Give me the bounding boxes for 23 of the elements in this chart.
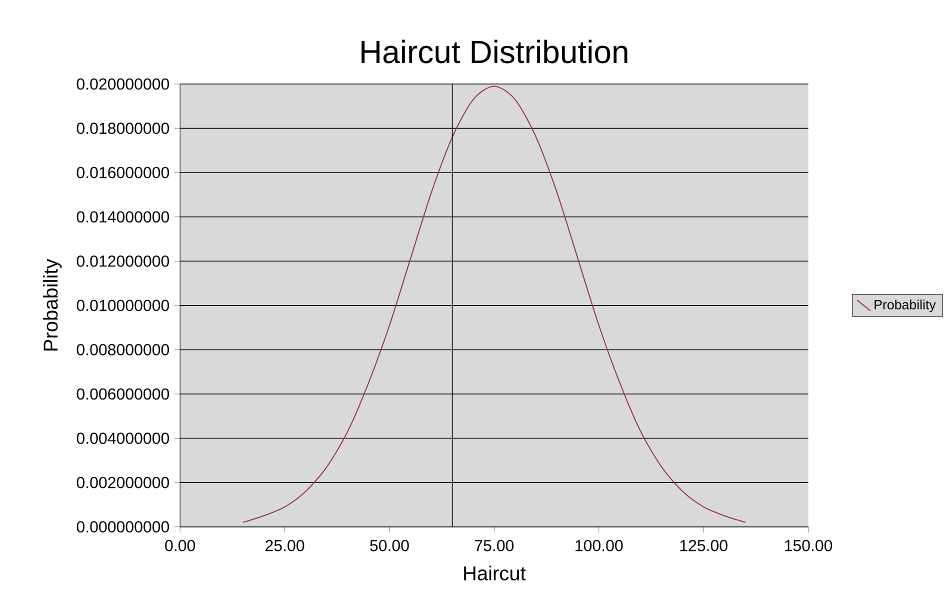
x-tick-label: 100.00 bbox=[576, 540, 623, 552]
y-tick-label: 0.002000000 bbox=[76, 477, 170, 488]
x-tick-label: 125.00 bbox=[680, 540, 728, 552]
x-tick-label: 150.00 bbox=[785, 540, 832, 552]
y-tick-label: 0.016000000 bbox=[76, 167, 170, 178]
line-series bbox=[242, 86, 746, 524]
legend-label: Probability bbox=[874, 300, 936, 312]
y-tick-label: 0.008000000 bbox=[76, 344, 170, 356]
x-axis-title: Haircut bbox=[464, 566, 526, 581]
y-tick-label: 0.000000000 bbox=[76, 521, 170, 533]
y-tick-label: 0.020000000 bbox=[76, 78, 170, 90]
y-tick-label: 0.014000000 bbox=[76, 211, 170, 223]
y-tick-label: 0.006000000 bbox=[76, 388, 170, 400]
x-tick-label: 75.00 bbox=[474, 540, 514, 552]
y-tick-label: 0.004000000 bbox=[76, 432, 170, 444]
x-tick-label: 0.00 bbox=[165, 540, 196, 552]
y-tick-label: 0.010000000 bbox=[76, 300, 170, 312]
x-tick-label: 50.00 bbox=[370, 540, 409, 552]
y-tick-label: 0.012000000 bbox=[76, 256, 170, 268]
x-tick-label: 25.00 bbox=[266, 540, 304, 552]
y-tick-label: 0.018000000 bbox=[76, 122, 170, 134]
y-axis-title: Probability bbox=[43, 259, 62, 351]
chart-title: Haircut Distribution bbox=[362, 40, 628, 64]
